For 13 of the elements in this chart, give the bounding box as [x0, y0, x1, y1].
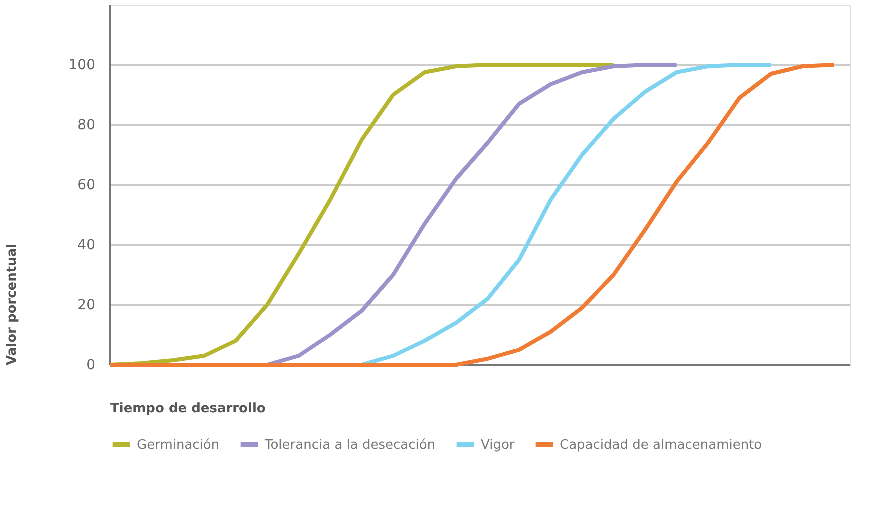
- y-tick-label: 60: [78, 178, 96, 194]
- legend-label: Germinación: [137, 438, 220, 453]
- y-tick-label: 0: [86, 358, 96, 374]
- x-axis-title: Tiempo de desarrollo: [110, 402, 266, 416]
- legend-label: Capacidad de almacenamiento: [560, 438, 762, 453]
- y-tick-label: 80: [78, 118, 96, 134]
- legend-label: Vigor: [481, 438, 516, 453]
- y-tick-label: 40: [78, 238, 96, 254]
- legend-label: Tolerancia a la desecación: [264, 438, 436, 453]
- y-tick-label: 100: [68, 58, 96, 74]
- line-series: [108, 63, 836, 367]
- y-tick-label: 20: [78, 298, 96, 314]
- y-axis-title: Valor porcentual: [4, 244, 20, 366]
